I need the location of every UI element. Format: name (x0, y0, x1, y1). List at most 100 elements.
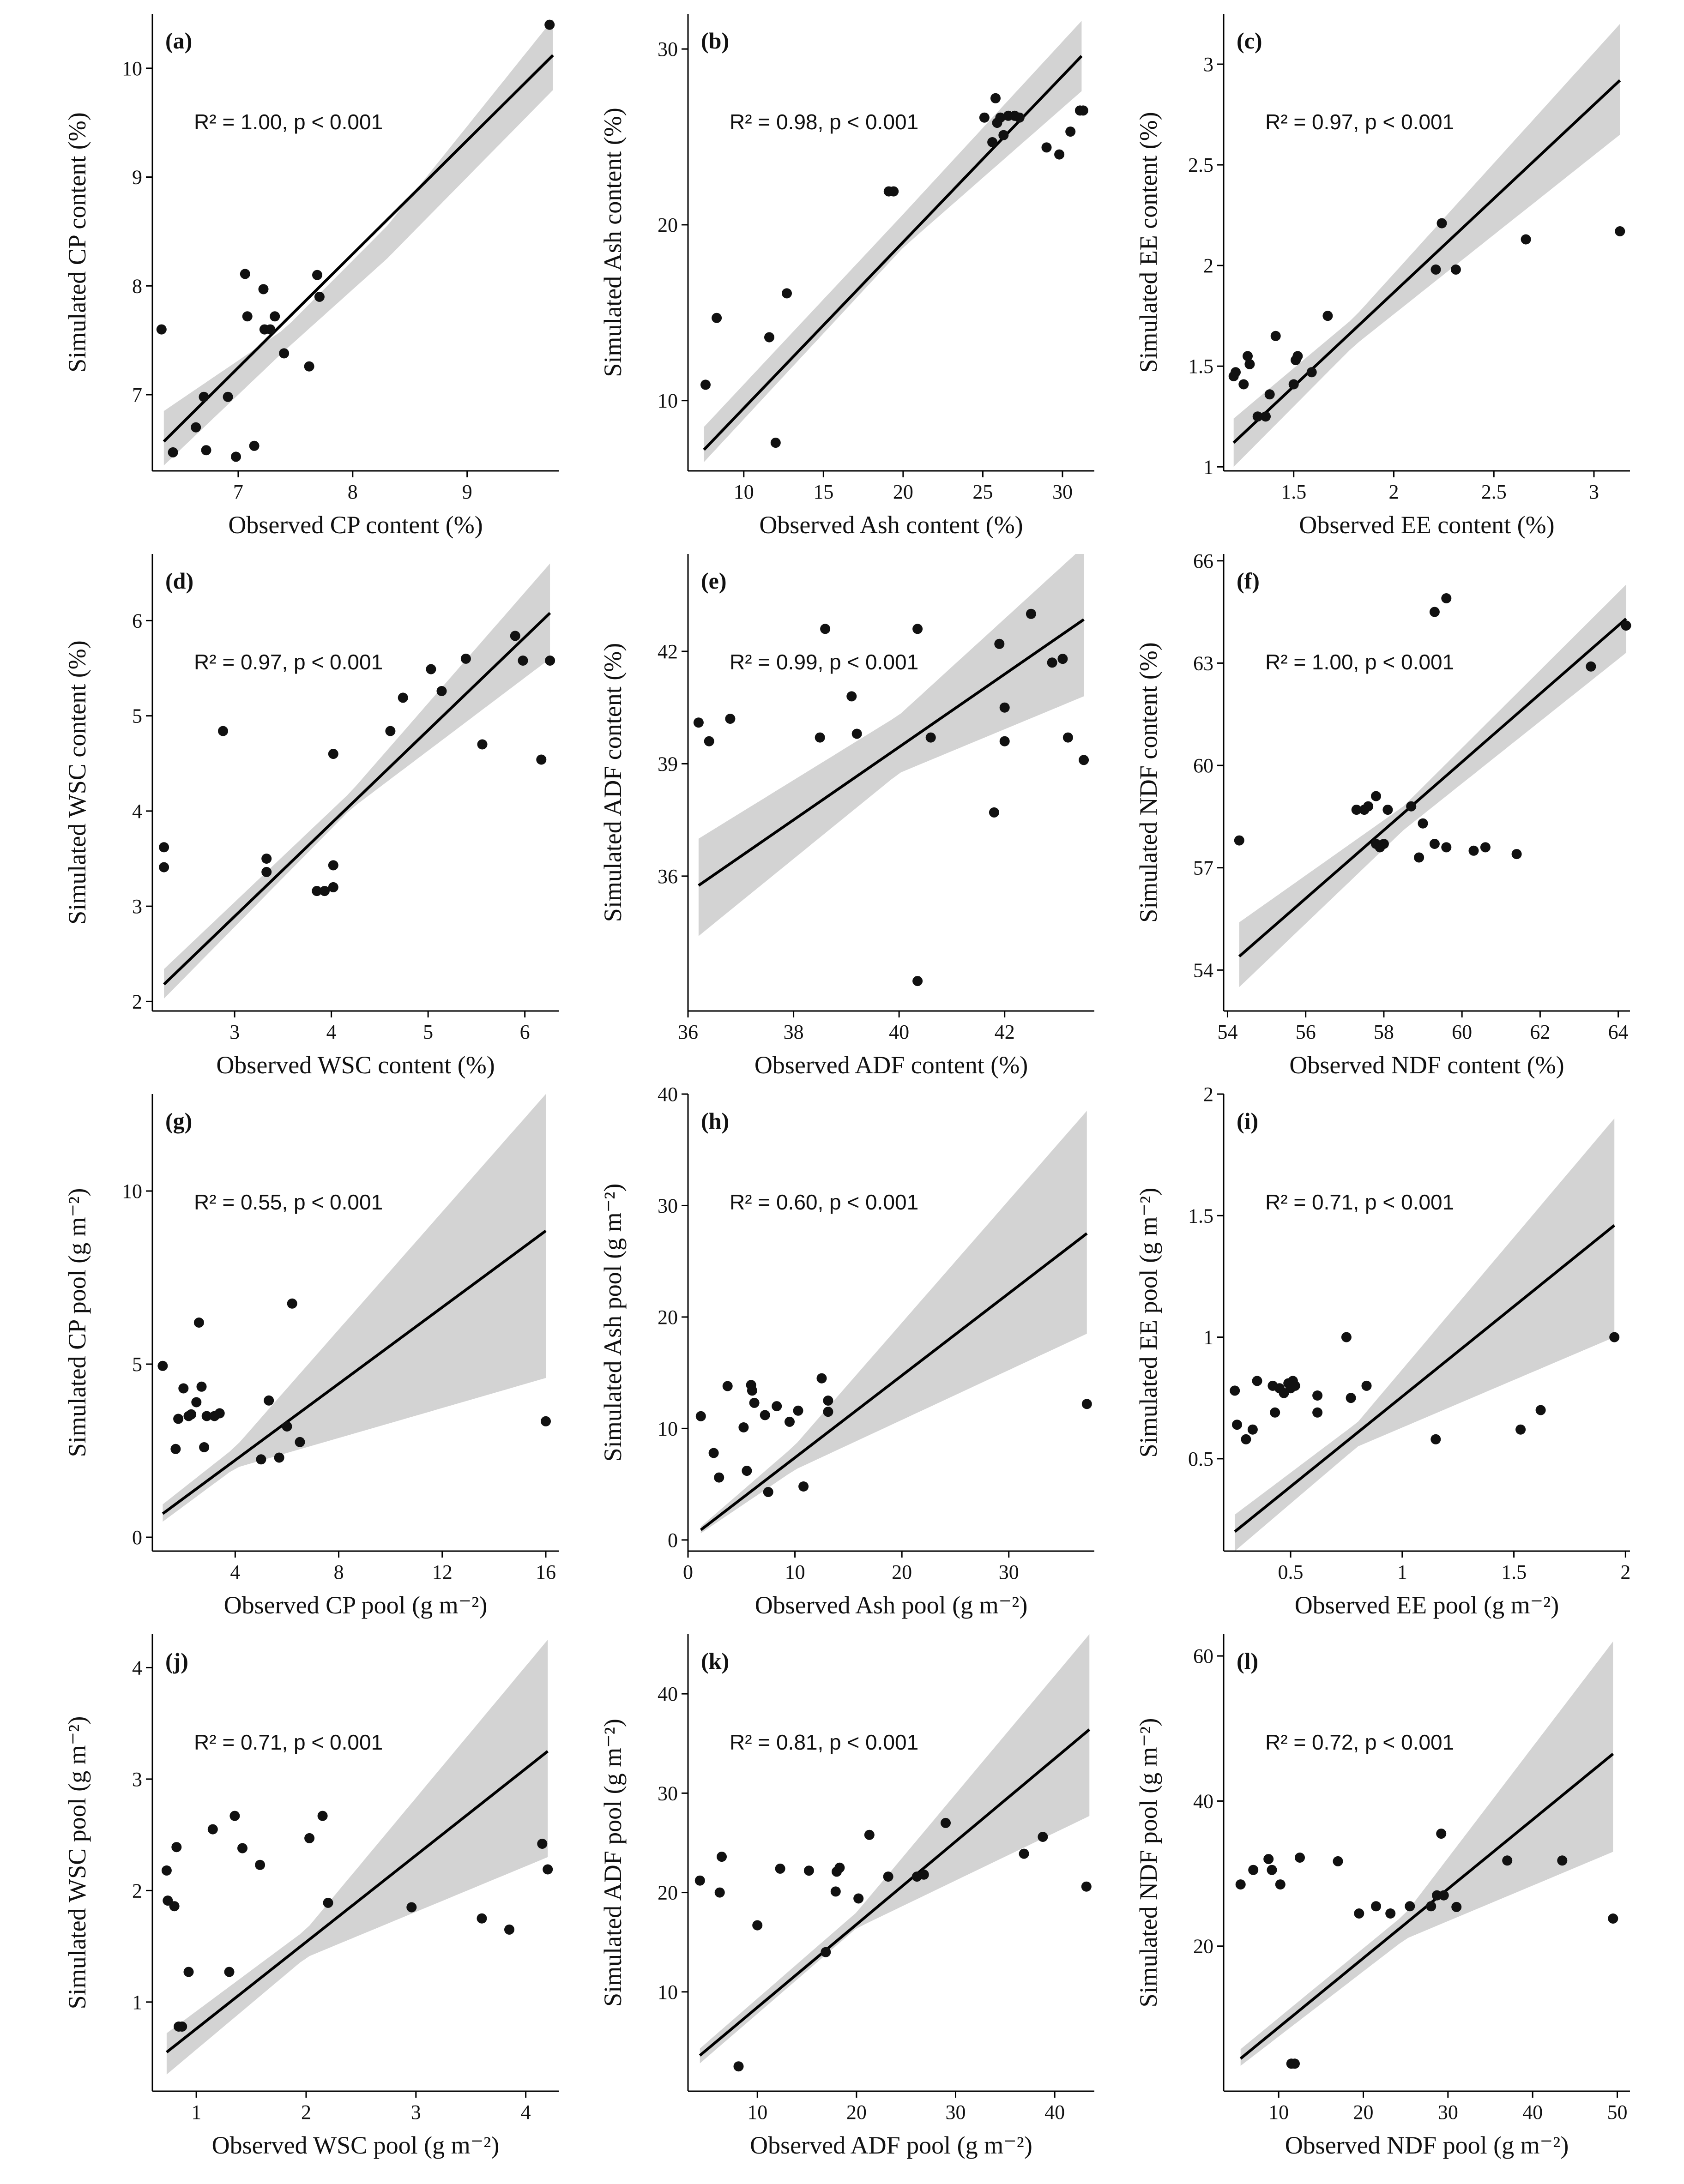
x-axis-label: Observed Ash content (%) (759, 511, 1023, 539)
x-tick-label: 4 (521, 2101, 531, 2124)
panel-e: 36 38 40 42 36 39 42 (e) R² = 0.99, p < 0.001 Obs… (599, 554, 1094, 1079)
data-point (1429, 607, 1440, 617)
data-point (1235, 1879, 1246, 1890)
r-squared-annotation: R² = 1.00, p < 0.001 (194, 110, 383, 134)
data-point (1535, 1405, 1546, 1415)
data-point (1062, 732, 1073, 743)
data-point (1038, 1832, 1048, 1842)
data-point (815, 732, 825, 743)
data-point (747, 1385, 757, 1396)
y-tick-label: 10 (122, 1180, 142, 1203)
data-point (1312, 1390, 1323, 1401)
data-point (1081, 1881, 1092, 1892)
x-tick-label: 42 (995, 1021, 1015, 1043)
data-point (821, 1947, 831, 1957)
data-point (1354, 1908, 1364, 1919)
x-tick-label: 0.5 (1278, 1561, 1304, 1583)
data-point (274, 1452, 284, 1463)
y-tick-label: 63 (1193, 652, 1213, 674)
x-tick-label: 25 (972, 481, 993, 503)
data-point (1382, 805, 1393, 815)
data-point (1361, 1380, 1372, 1391)
panel-label: (l) (1237, 1648, 1258, 1674)
data-point (1312, 1407, 1323, 1418)
data-point (1267, 1865, 1277, 1875)
data-point (1438, 1890, 1449, 1901)
x-tick-label: 30 (999, 1561, 1019, 1583)
x-tick-label: 56 (1296, 1021, 1316, 1043)
x-tick-label: 4 (326, 1021, 337, 1043)
data-point (1450, 264, 1461, 275)
data-point (169, 1901, 180, 1912)
y-tick-label: 42 (658, 640, 678, 663)
data-point (1609, 1332, 1620, 1342)
data-point (712, 313, 722, 323)
data-point (1270, 1407, 1280, 1418)
data-point (265, 324, 276, 335)
data-point (256, 1454, 266, 1465)
panel-label: (f) (1237, 568, 1260, 594)
data-point (1270, 331, 1281, 341)
confidence-band (700, 1111, 1087, 1534)
r-squared-annotation: R² = 0.81, p < 0.001 (730, 1730, 918, 1754)
x-tick-label: 8 (348, 481, 358, 503)
panel-c: 1.5 2 2.5 3 1 1.5 2 2.5 3 (c) R² = 0.97, p < 0.001… (1135, 14, 1630, 539)
data-point (764, 332, 774, 343)
data-point (261, 854, 272, 864)
data-point (426, 664, 436, 674)
data-point (1231, 367, 1241, 378)
data-point (460, 653, 471, 664)
data-point (1247, 1424, 1258, 1435)
data-point (1363, 801, 1374, 812)
panel-label: (i) (1237, 1108, 1258, 1134)
data-point (543, 1864, 553, 1875)
data-point (518, 656, 528, 666)
data-point (1248, 1865, 1259, 1875)
data-point (1414, 852, 1424, 863)
data-point (545, 656, 555, 666)
data-point (178, 1383, 189, 1394)
r-squared-annotation: R² = 0.97, p < 0.001 (194, 650, 383, 674)
y-axis-label: Simulated CP pool (g m⁻²) (63, 1188, 91, 1457)
data-point (999, 736, 1010, 746)
data-point (864, 1829, 875, 1840)
data-point (999, 702, 1010, 713)
y-axis-label: Simulated EE pool (g m⁻²) (1135, 1188, 1162, 1458)
data-point (537, 1839, 548, 1849)
data-point (823, 1396, 833, 1406)
data-point (1436, 1829, 1447, 1839)
r-squared-annotation: R² = 0.72, p < 0.001 (1265, 1730, 1454, 1754)
data-point (214, 1408, 225, 1419)
y-tick-label: 10 (122, 57, 142, 80)
x-tick-label: 9 (462, 481, 472, 503)
data-point (1441, 593, 1452, 603)
data-point (163, 1895, 173, 1906)
confidence-band (1240, 1641, 1613, 2066)
data-point (304, 361, 314, 372)
data-point (504, 1924, 514, 1935)
data-point (803, 1865, 814, 1876)
data-point (793, 1405, 803, 1416)
y-tick-label: 3 (132, 895, 142, 918)
data-point (733, 2061, 744, 2072)
data-point (264, 1395, 274, 1406)
regression-line (166, 1750, 549, 2053)
data-point (912, 976, 923, 987)
panel-label: (d) (165, 568, 193, 594)
data-point (1429, 839, 1440, 849)
data-point (990, 93, 1001, 103)
y-tick-label: 1 (132, 1991, 142, 2014)
y-tick-label: 3 (132, 1768, 142, 1791)
y-tick-label: 0.5 (1188, 1448, 1213, 1470)
data-point (912, 624, 923, 634)
data-point (1306, 367, 1317, 378)
data-point (1026, 608, 1036, 619)
data-point (820, 624, 831, 634)
panel-label: (j) (165, 1648, 188, 1674)
data-point (1290, 1380, 1300, 1391)
data-point (1081, 1399, 1092, 1409)
data-point (1351, 805, 1362, 815)
data-point (156, 324, 167, 335)
data-point (312, 886, 322, 896)
data-point (161, 1865, 172, 1876)
